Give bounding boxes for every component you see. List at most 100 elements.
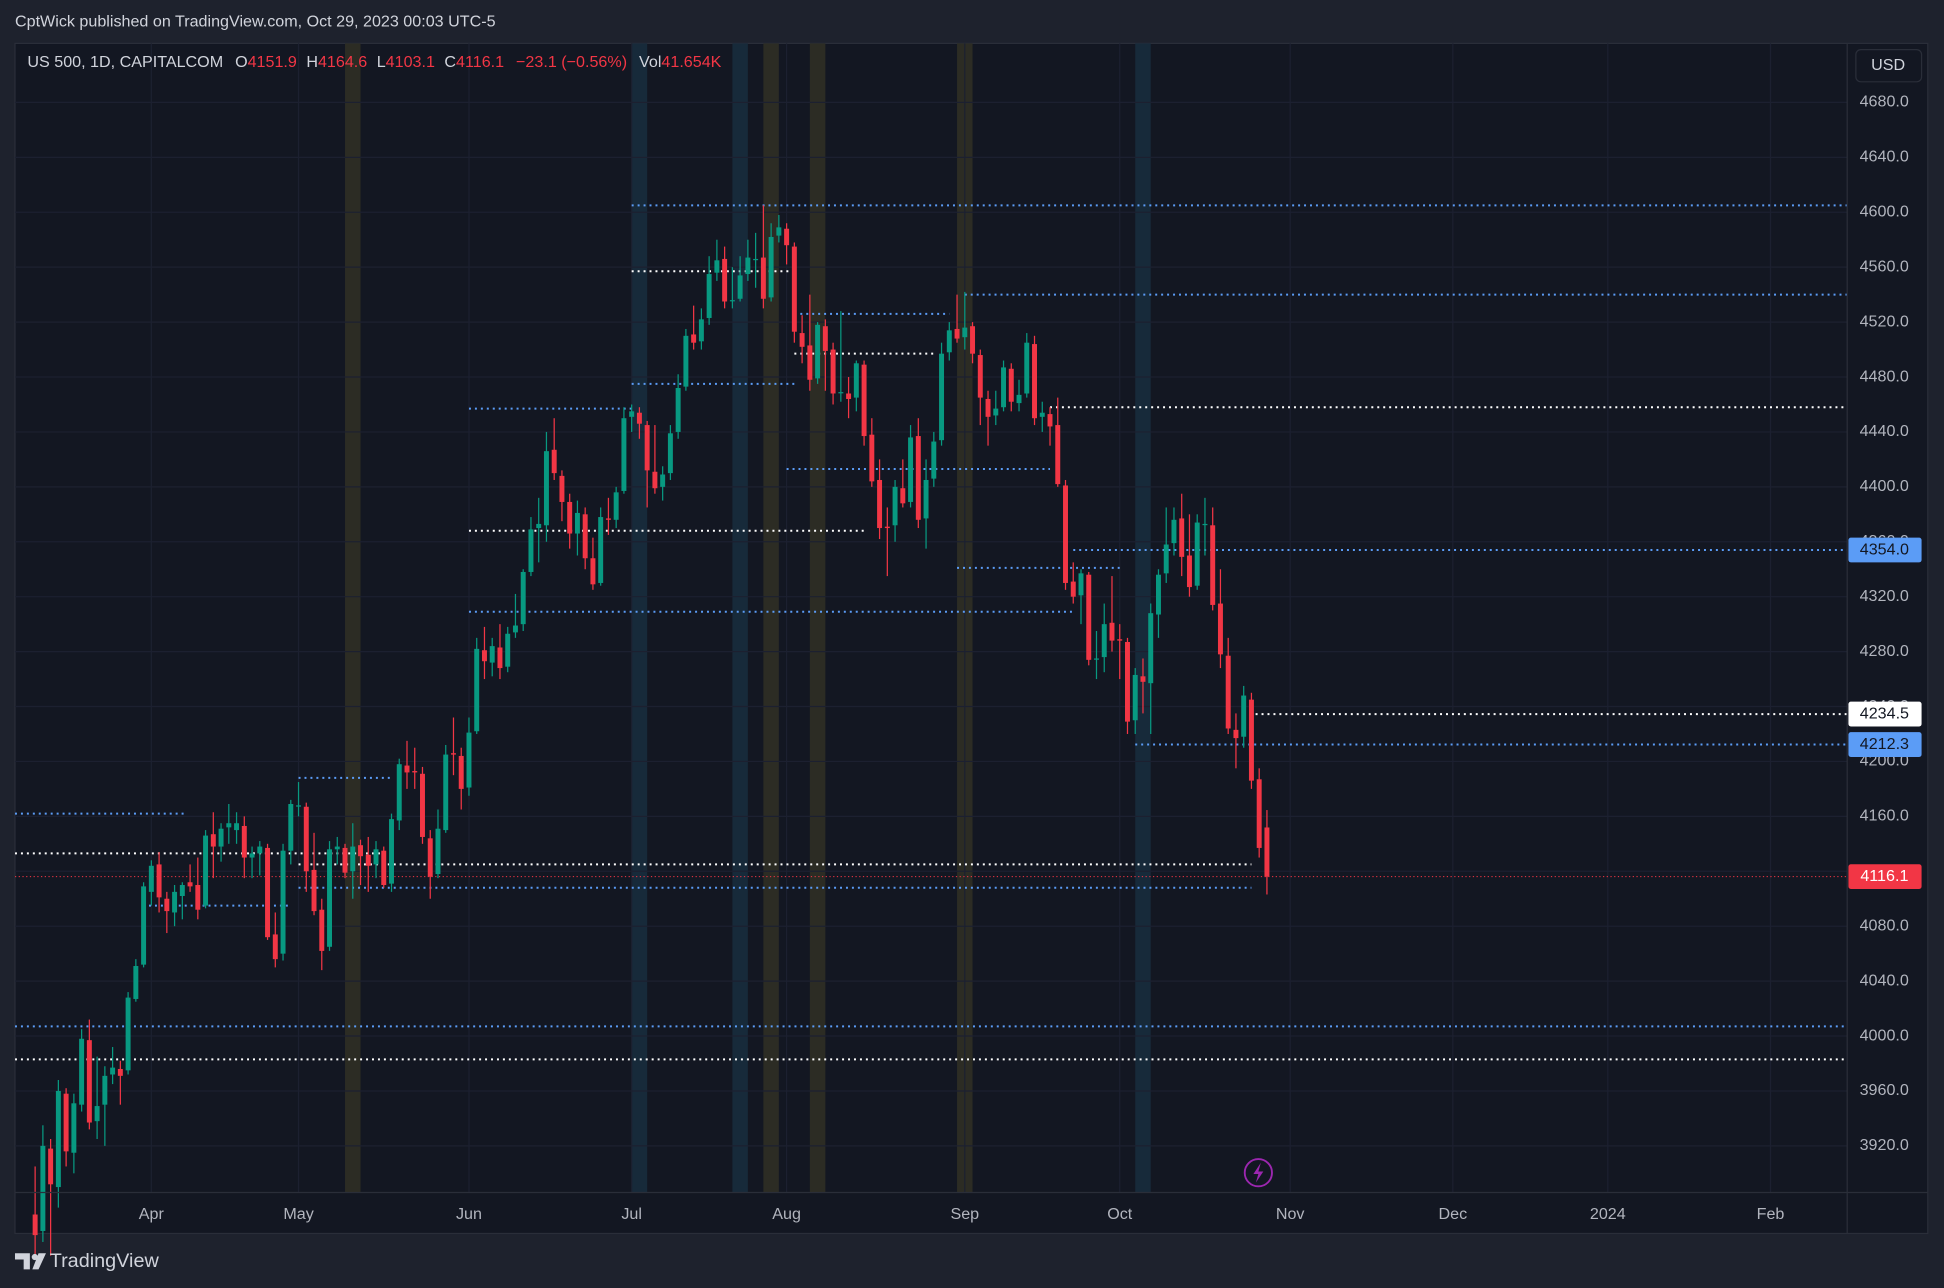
candle-body — [350, 846, 356, 872]
volume-value: 41.654K — [661, 53, 721, 71]
candle-body — [40, 1145, 46, 1231]
candle-body — [908, 437, 914, 502]
y-tick-label: 4080.0 — [1860, 916, 1909, 934]
candle-body — [1047, 414, 1053, 427]
candle-body — [63, 1093, 69, 1152]
currency-button[interactable] — [1855, 48, 1923, 83]
candle-body — [861, 364, 867, 437]
candle-body — [234, 823, 240, 831]
candle-body — [900, 488, 906, 504]
candle-body — [869, 434, 875, 482]
candle-body — [776, 227, 782, 236]
candle-body — [133, 966, 139, 999]
candle-body — [698, 319, 704, 342]
x-tick-label: Aug — [772, 1205, 801, 1223]
last-price-tag — [1848, 864, 1922, 890]
candle-body — [745, 257, 751, 275]
candle-body — [1039, 412, 1045, 417]
candle-body — [1202, 523, 1208, 526]
candle-body — [32, 1214, 38, 1236]
candle-body — [148, 865, 154, 892]
candle-body — [667, 433, 673, 474]
candle-body — [210, 834, 216, 847]
candle-body — [365, 854, 371, 866]
candle-body — [799, 333, 805, 347]
candle-body — [179, 885, 185, 896]
replay-icon[interactable] — [1243, 1158, 1273, 1188]
candle-body — [396, 764, 402, 821]
candle-body — [559, 475, 565, 502]
candle-body — [1248, 699, 1254, 781]
candle-body — [737, 275, 743, 299]
candle-body — [636, 412, 642, 424]
candle-body — [489, 646, 495, 663]
grid-layer — [14, 43, 1848, 1193]
y-tick-label: 3920.0 — [1860, 1136, 1909, 1154]
candle-body — [141, 886, 147, 965]
high-label: H — [306, 53, 318, 71]
candle-body — [590, 558, 596, 585]
candle-body — [760, 257, 766, 299]
candle-body — [117, 1068, 123, 1076]
price-tag — [1848, 701, 1922, 727]
candle-body — [497, 647, 503, 669]
x-tick-label: Nov — [1276, 1205, 1305, 1223]
candle-body — [435, 828, 441, 875]
candle-body — [48, 1148, 54, 1185]
candle-body — [784, 228, 790, 246]
candle-body — [466, 732, 472, 788]
highlight-band — [631, 43, 648, 1193]
candle-body — [1032, 344, 1037, 419]
candle-body — [1140, 676, 1146, 682]
candle-body — [931, 441, 937, 479]
candle-body — [946, 330, 952, 353]
candle-body — [815, 324, 821, 379]
candle-body — [404, 765, 410, 773]
volume-label: Vol — [639, 53, 661, 71]
highlight-band — [732, 43, 748, 1193]
candle-body — [675, 387, 681, 432]
candle-body — [1171, 519, 1177, 544]
candle-body — [954, 328, 960, 339]
y-tick-label: 3960.0 — [1860, 1081, 1909, 1099]
candle-body — [226, 823, 232, 828]
y-tick-label: 4160.0 — [1860, 807, 1909, 825]
x-tick-label: Feb — [1757, 1205, 1785, 1223]
candle-body — [1094, 658, 1099, 660]
candle-body — [265, 847, 271, 938]
candle-body — [249, 853, 255, 858]
x-tick-label: Oct — [1107, 1205, 1133, 1223]
x-tick-label: 2024 — [1590, 1205, 1626, 1223]
candle-body — [342, 847, 348, 873]
candle-layer — [32, 205, 1270, 1256]
candle-body — [319, 909, 325, 951]
logo-dot — [31, 1253, 38, 1261]
candle-body — [1179, 518, 1185, 557]
highlight-band — [809, 43, 826, 1193]
candle-body — [722, 258, 728, 302]
candle-body — [791, 246, 797, 332]
candle-body — [381, 850, 387, 886]
candle-body — [528, 529, 534, 572]
close-label: C — [444, 53, 456, 71]
highlight-layer — [345, 43, 1151, 1193]
y-tick-label: 4000.0 — [1860, 1026, 1909, 1044]
candle-body — [1132, 674, 1138, 721]
candle-body — [536, 523, 542, 529]
candle-body — [1086, 574, 1092, 660]
logo-slash — [32, 1253, 46, 1270]
candle-body — [877, 479, 883, 529]
x-tick-label: Sep — [950, 1205, 979, 1223]
candle-body — [939, 353, 945, 441]
candle-body — [574, 512, 580, 534]
candle-body — [1024, 342, 1030, 394]
candle-body — [512, 625, 518, 633]
candle-body — [1233, 729, 1239, 739]
candle-body — [55, 1090, 61, 1188]
candle-body — [187, 882, 193, 887]
icon-ring — [1243, 1158, 1273, 1188]
published-caption: CptWick published on TradingView.com, Oc… — [15, 13, 496, 31]
candle-body — [822, 326, 828, 351]
